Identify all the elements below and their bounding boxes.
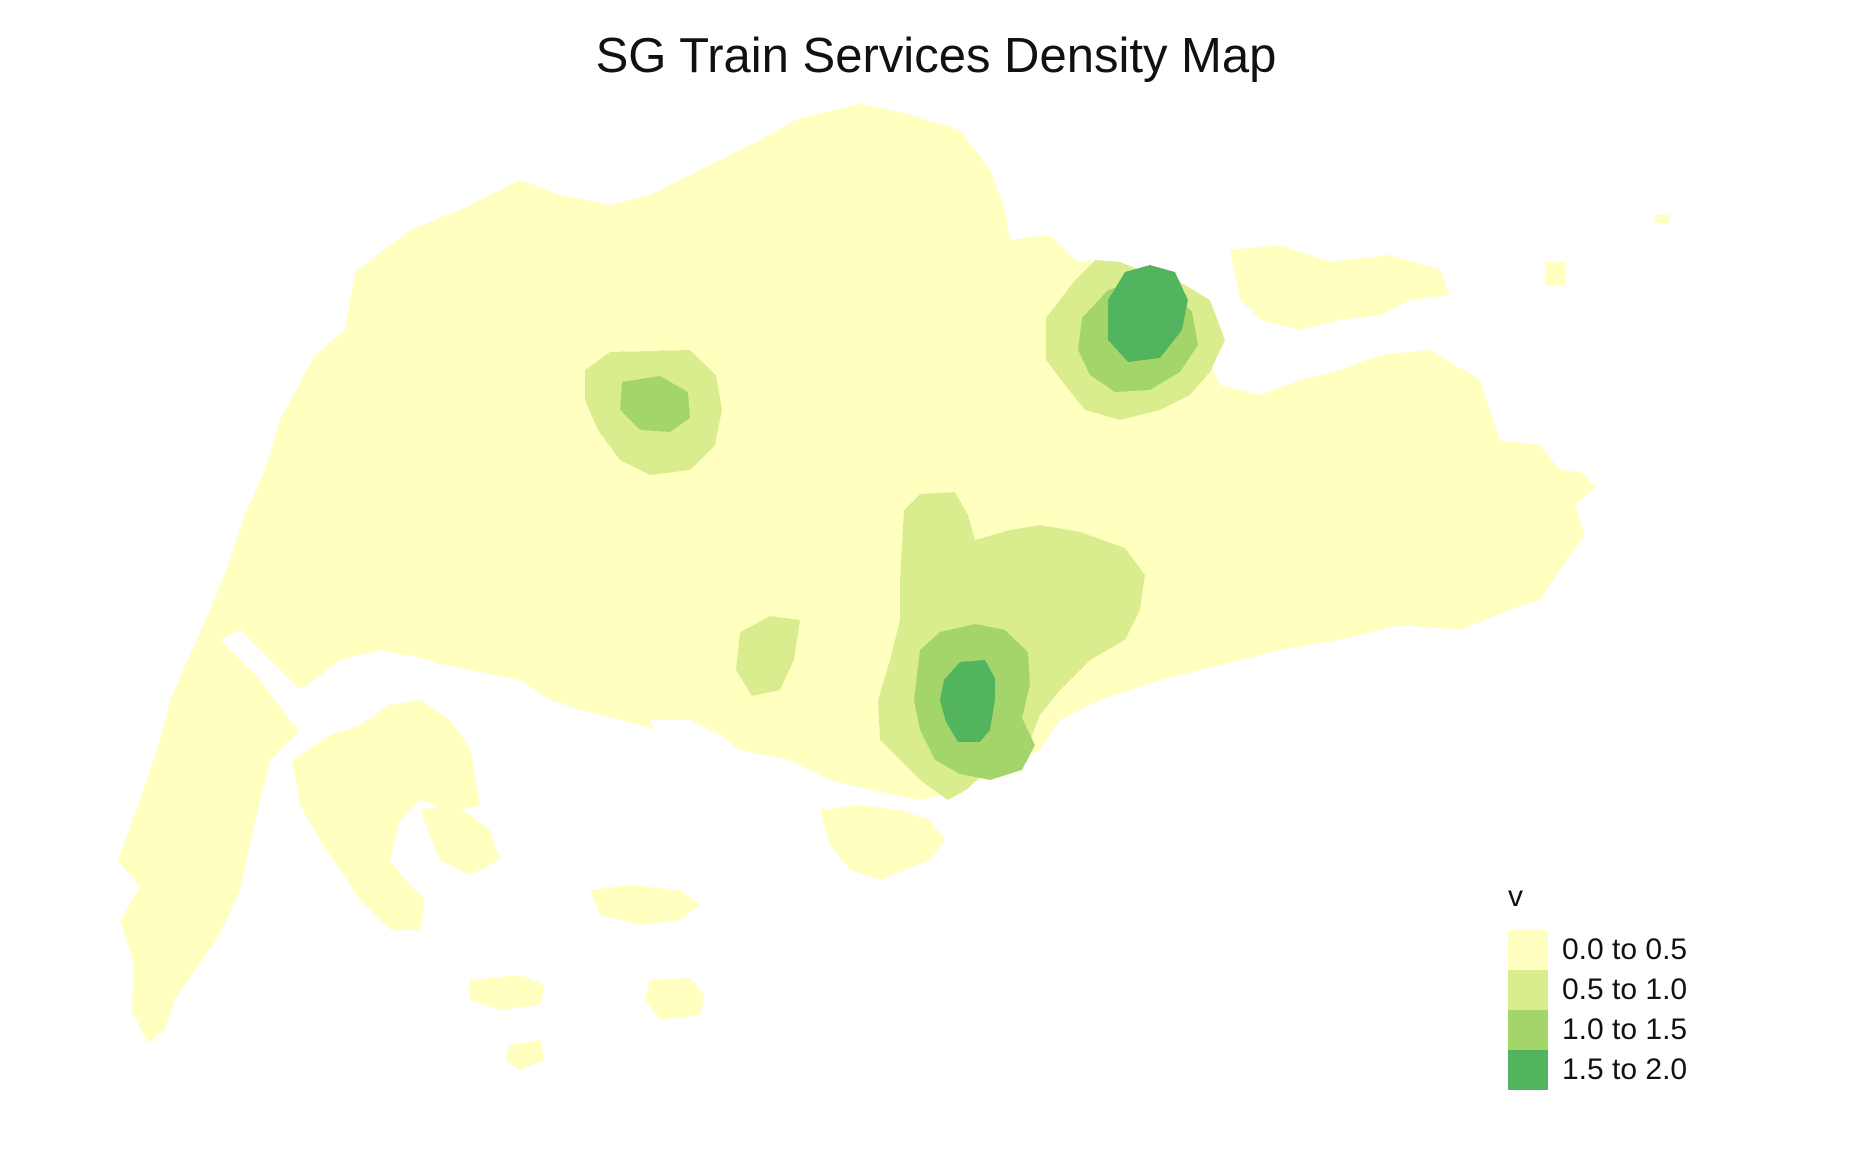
sentosa <box>820 805 945 880</box>
southern-island-2 <box>645 978 705 1020</box>
legend: v 0.0 to 0.5 0.5 to 1.0 1.0 to 1.5 1.5 t… <box>1508 880 1768 1100</box>
south-western-isles <box>292 700 480 930</box>
southern-island-1 <box>470 975 545 1010</box>
east-speck <box>1655 215 1670 223</box>
hotspot-west-core <box>620 376 690 432</box>
southern-shore-west <box>420 805 500 875</box>
legend-swatch <box>1508 930 1548 970</box>
map-title: SG Train Services Density Map <box>595 29 1277 83</box>
legend-items: 0.0 to 0.5 0.5 to 1.0 1.0 to 1.5 1.5 to … <box>1508 930 1748 1090</box>
hotspot-central-small <box>736 616 800 696</box>
legend-item: 0.0 to 0.5 <box>1508 930 1748 970</box>
legend-swatch <box>1508 1050 1548 1090</box>
legend-title: v <box>1508 880 1523 913</box>
legend-label: 0.5 to 1.0 <box>1562 973 1688 1006</box>
legend-swatch <box>1508 970 1548 1010</box>
legend-label: 0.0 to 0.5 <box>1562 933 1688 966</box>
hotspot-northeast-core <box>1108 265 1188 362</box>
central-south-channel <box>650 720 740 760</box>
landmass <box>118 104 1670 1070</box>
southern-island-3 <box>590 885 700 925</box>
legend-label: 1.5 to 2.0 <box>1562 1053 1688 1086</box>
legend-item: 1.5 to 2.0 <box>1508 1050 1748 1090</box>
southern-island-4 <box>505 1040 545 1070</box>
legend-label: 1.0 to 1.5 <box>1562 1013 1688 1046</box>
legend-swatch <box>1508 1010 1548 1050</box>
density-hotspots <box>585 260 1225 800</box>
west-strait-channel <box>220 630 470 745</box>
hotspot-south-core <box>940 660 995 742</box>
main-island <box>118 104 1595 1043</box>
pulau-tekong <box>1230 245 1450 330</box>
legend-item: 1.0 to 1.5 <box>1508 1010 1748 1050</box>
coney-island-speck <box>1545 262 1565 285</box>
legend-item: 0.5 to 1.0 <box>1508 970 1748 1010</box>
